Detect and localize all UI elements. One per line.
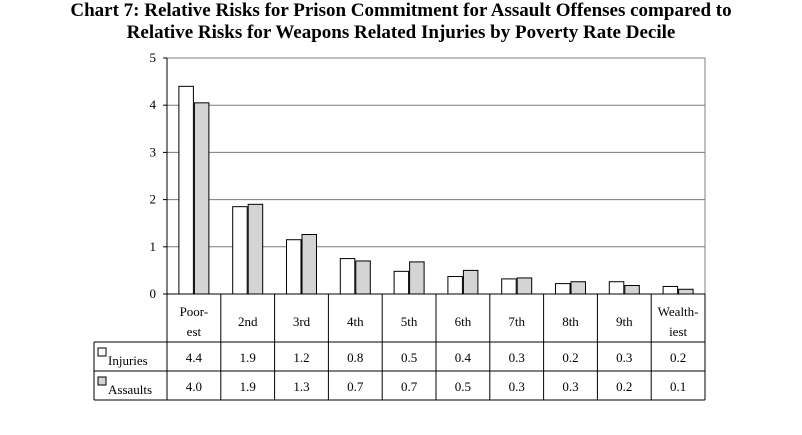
data-label-assaults: 0.3 xyxy=(562,379,578,394)
data-label-injuries: 0.8 xyxy=(347,350,363,365)
category-label: est xyxy=(187,324,202,339)
data-label-injuries: 0.5 xyxy=(401,350,417,365)
bar-injuries xyxy=(608,281,625,295)
data-label-assaults: 1.3 xyxy=(293,379,309,394)
data-label-injuries: 1.2 xyxy=(293,350,309,365)
bar-injuries xyxy=(393,270,410,295)
chart-title-line-1: Chart 7: Relative Risks for Prison Commi… xyxy=(70,0,732,21)
category-label: 3rd xyxy=(293,314,311,329)
legend-swatch-injuries xyxy=(97,347,107,357)
bar-assaults xyxy=(301,234,317,295)
category-label: Wealth- xyxy=(658,304,699,319)
data-label-injuries: 0.3 xyxy=(616,350,632,365)
bar-injuries xyxy=(339,258,356,295)
y-tick-label: 3 xyxy=(150,144,157,159)
y-tick-label: 4 xyxy=(150,97,157,112)
category-label: 5th xyxy=(401,314,418,329)
bar-injuries xyxy=(555,283,571,295)
data-label-assaults: 0.7 xyxy=(401,379,418,394)
bar-assaults xyxy=(193,102,210,295)
category-label: 4th xyxy=(347,314,364,329)
bar-injuries xyxy=(662,285,679,295)
category-label: 7th xyxy=(508,314,525,329)
category-label: 2nd xyxy=(238,314,258,329)
category-label: 9th xyxy=(616,314,633,329)
chart-title-line-2: Relative Risks for Weapons Related Injur… xyxy=(126,22,676,43)
bar-injuries xyxy=(447,276,463,295)
bar-injuries xyxy=(232,206,248,295)
data-label-injuries: 0.2 xyxy=(562,350,578,365)
y-tick-label: 5 xyxy=(150,50,157,65)
data-label-assaults: 1.9 xyxy=(240,379,256,394)
bar-assaults xyxy=(247,203,264,295)
y-tick-label: 0 xyxy=(150,286,157,301)
data-label-injuries: 0.4 xyxy=(455,350,472,365)
bar-assaults xyxy=(570,281,586,295)
bar-injuries xyxy=(286,239,302,295)
data-label-assaults: 0.7 xyxy=(347,379,364,394)
data-label-assaults: 0.2 xyxy=(616,379,632,394)
data-label-injuries: 1.9 xyxy=(240,350,256,365)
bar-injuries xyxy=(501,278,517,295)
data-label-injuries: 0.2 xyxy=(670,350,686,365)
bar-assaults xyxy=(516,277,533,295)
legend-swatch-assaults xyxy=(97,376,107,386)
bar-assaults xyxy=(355,260,371,295)
bar-assaults xyxy=(462,269,479,295)
bar-injuries xyxy=(178,85,194,295)
y-tick-label: 1 xyxy=(150,239,157,254)
bar-assaults xyxy=(409,261,425,295)
category-label: iest xyxy=(669,324,687,339)
bar-assaults xyxy=(624,285,640,295)
data-label-injuries: 0.3 xyxy=(509,350,525,365)
bar-assaults xyxy=(678,288,694,295)
data-label-injuries: 4.4 xyxy=(186,350,203,365)
legend-label-assaults: Assaults xyxy=(108,382,152,397)
category-label: 8th xyxy=(562,314,579,329)
legend-label-injuries: Injuries xyxy=(108,353,148,368)
data-label-assaults: 0.3 xyxy=(509,379,525,394)
y-tick-label: 2 xyxy=(150,192,157,207)
data-label-assaults: 0.5 xyxy=(455,379,471,394)
category-label: Poor- xyxy=(180,304,209,319)
data-label-assaults: 4.0 xyxy=(186,379,202,394)
category-label: 6th xyxy=(455,314,472,329)
data-label-assaults: 0.1 xyxy=(670,379,686,394)
